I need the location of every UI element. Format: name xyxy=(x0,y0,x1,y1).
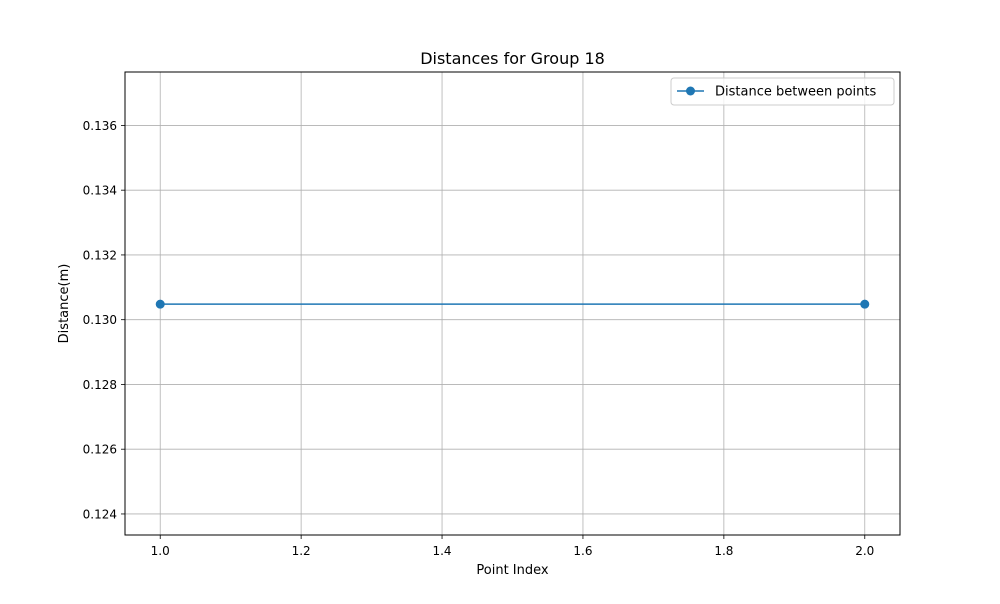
y-tick-label: 0.136 xyxy=(83,119,117,133)
x-tick-label: 1.6 xyxy=(573,544,592,558)
y-tick-label: 0.132 xyxy=(83,248,117,262)
y-axis: 0.124 0.126 0.128 0.130 0.132 0.134 0.136 xyxy=(83,119,125,521)
x-tick-label: 1.2 xyxy=(292,544,311,558)
legend-entry-label: Distance between points xyxy=(715,85,876,100)
x-axis-label: Point Index xyxy=(476,563,549,578)
x-axis: 1.0 1.2 1.4 1.6 1.8 2.0 xyxy=(151,535,874,558)
legend: Distance between points xyxy=(670,77,895,106)
x-tick-label: 2.0 xyxy=(855,544,874,558)
legend-box xyxy=(670,77,895,106)
series-layer xyxy=(155,299,870,309)
y-tick-label: 0.134 xyxy=(83,184,117,198)
chart-title: Distances for Group 18 xyxy=(420,49,605,68)
x-tick-label: 1.0 xyxy=(151,544,170,558)
y-tick-label: 0.130 xyxy=(83,313,117,327)
y-axis-label: Distance(m) xyxy=(57,264,72,344)
data-point xyxy=(860,299,870,309)
x-tick-label: 1.4 xyxy=(432,544,451,558)
data-point xyxy=(155,299,165,309)
y-tick-label: 0.124 xyxy=(83,507,117,521)
plot-area-frame xyxy=(124,71,901,536)
x-tick-label: 1.8 xyxy=(714,544,733,558)
legend-marker-swatch xyxy=(686,86,695,96)
y-tick-label: 0.126 xyxy=(83,443,117,457)
y-tick-label: 0.128 xyxy=(83,378,117,392)
